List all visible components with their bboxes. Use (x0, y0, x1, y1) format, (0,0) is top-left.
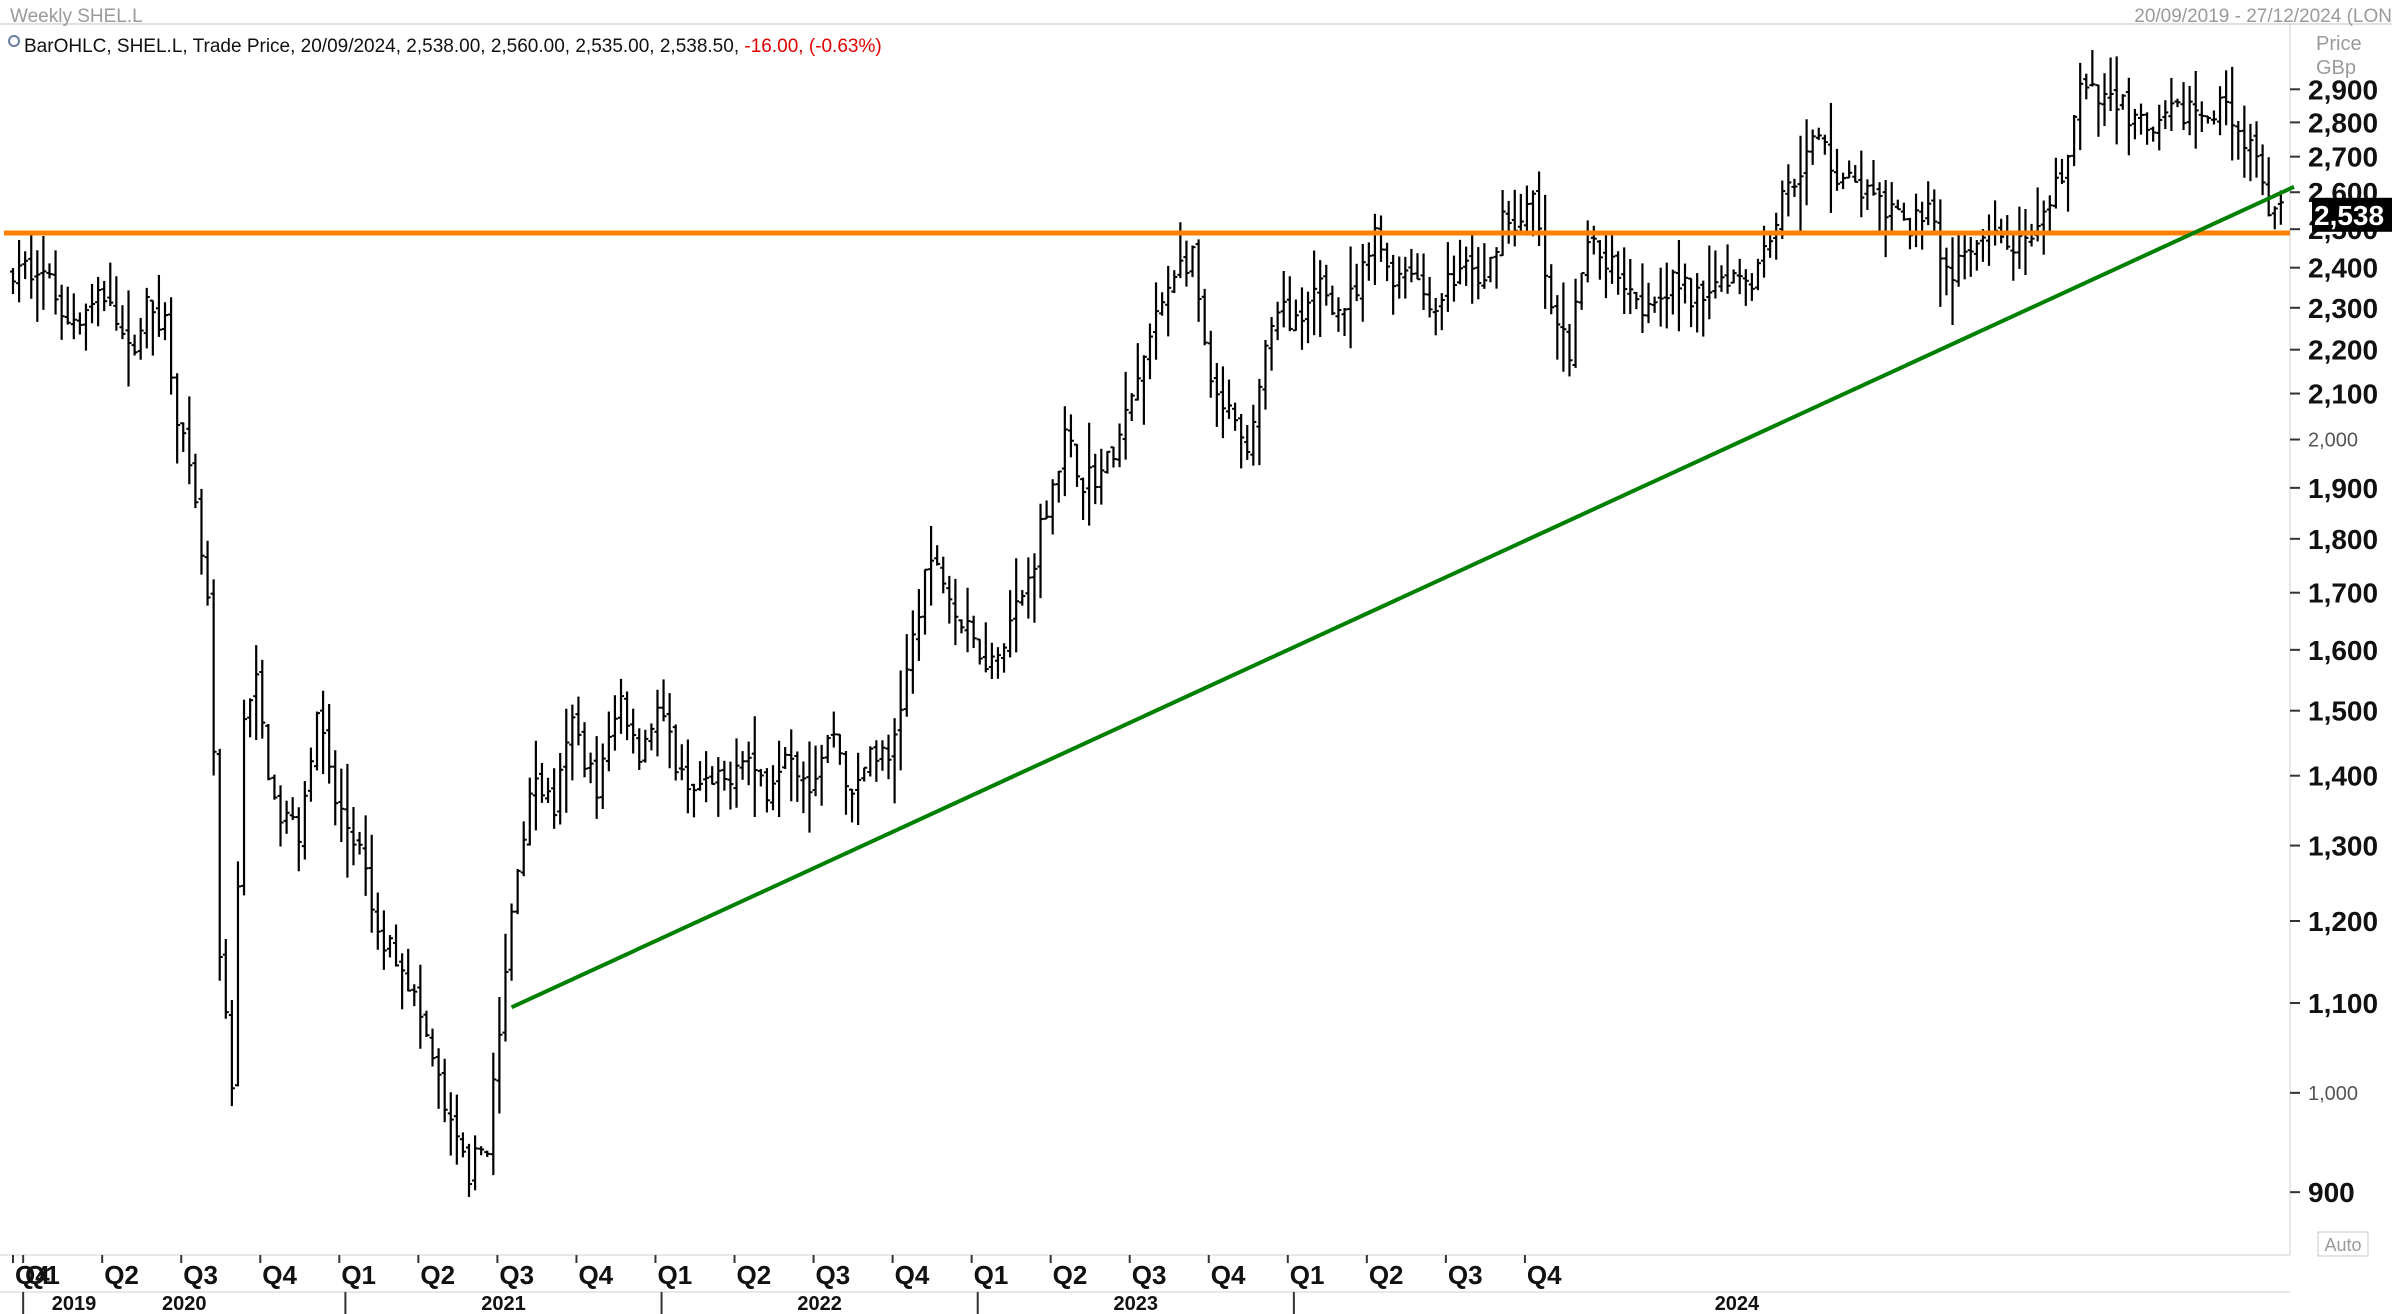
x-quarter-label: Q3 (1448, 1260, 1483, 1290)
y-tick-label: 1,600 (2308, 635, 2378, 666)
x-quarter-label: Q1 (1290, 1260, 1325, 1290)
x-year-label: 2021 (481, 1293, 526, 1314)
auto-button-label: Auto (2324, 1235, 2361, 1255)
y-tick-label: 1,100 (2308, 988, 2378, 1019)
x-year-label: 2019 (52, 1293, 97, 1314)
x-quarter-label: Q1 (657, 1260, 692, 1290)
y-tick-label: 2,400 (2308, 253, 2378, 284)
x-quarter-label: Q3 (183, 1260, 218, 1290)
unit-axis-caption: GBp (2316, 57, 2356, 79)
x-quarter-label: Q4 (262, 1260, 297, 1290)
legend: BarOHLC, SHEL.L, Trade Price, 20/09/2024… (8, 35, 882, 57)
x-quarter-label: Q2 (104, 1260, 139, 1290)
x-quarter-label: Q2 (1369, 1260, 1404, 1290)
legend-marker-icon (8, 35, 20, 47)
x-quarter-label: Q1 (25, 1260, 60, 1290)
x-quarter-label: Q4 (15, 1260, 50, 1290)
y-tick-label: 1,400 (2308, 761, 2378, 792)
x-year-label: 2022 (797, 1293, 842, 1314)
x-quarter-label: Q2 (1053, 1260, 1088, 1290)
x-year-label: 2023 (1114, 1293, 1159, 1314)
legend-series: BarOHLC, SHEL.L, Trade Price, 20/09/2024… (24, 36, 882, 57)
y-tick-label: 900 (2308, 1177, 2355, 1208)
x-quarter-label: Q3 (816, 1260, 851, 1290)
y-tick-label: 2,800 (2308, 107, 2378, 138)
ohlc-bars (10, 50, 2284, 1197)
trend-line (510, 184, 2295, 1010)
last-price-marker: 2,538 (2312, 197, 2392, 232)
y-tick-label: 1,500 (2308, 696, 2378, 727)
x-quarter-label: Q1 (341, 1260, 376, 1290)
y-tick-label: 2,900 (2308, 74, 2378, 105)
chart-title: Weekly SHEL.L (10, 6, 143, 27)
x-quarter-label: Q4 (1527, 1260, 1562, 1290)
y-tick-label: 1,700 (2308, 578, 2378, 609)
x-quarter-label: Q3 (1132, 1260, 1167, 1290)
y-tick-label: 1,300 (2308, 831, 2378, 862)
x-quarter-label: Q4 (1211, 1260, 1246, 1290)
last-price-box (2312, 197, 2392, 232)
x-quarter-label: Q2 (420, 1260, 455, 1290)
legend-series-text: BarOHLC, SHEL.L, Trade Price, 20/09/2024… (24, 36, 739, 57)
y-tick-label: 2,300 (2308, 293, 2378, 324)
x-quarter-label: Q2 (737, 1260, 772, 1290)
x-year-label: 2024 (1715, 1293, 1760, 1314)
y-tick-label: 1,900 (2308, 473, 2378, 504)
date-range: 20/09/2019 - 27/12/2024 (LON (2134, 6, 2392, 27)
x-quarter-label: Q1 (974, 1260, 1009, 1290)
y-axis: 900 1,000 1,100 1,200 1,300 1,400 1,500 1,600 1,… (2290, 74, 2378, 1208)
y-tick-label: 2,200 (2308, 335, 2378, 366)
x-quarter-label: Q3 (499, 1260, 534, 1290)
y-tick-label: 2,700 (2308, 142, 2378, 173)
legend-change: -16.00, (-0.63%) (744, 36, 881, 57)
y-tick-label: 1,800 (2308, 524, 2378, 555)
last-price-label: 2,538 (2314, 200, 2384, 231)
price-axis-caption: Price (2316, 33, 2362, 55)
y-tick-label: 1,000 (2308, 1083, 2358, 1105)
x-year-label: 2020 (162, 1293, 207, 1314)
y-tick-label: 1,200 (2308, 906, 2378, 937)
x-quarter-label: Q4 (895, 1260, 930, 1290)
x-quarter-label: Q4 (578, 1260, 613, 1290)
y-tick-label: 2,100 (2308, 379, 2378, 410)
auto-button[interactable] (2317, 1231, 2369, 1257)
y-tick-label: 2,000 (2308, 430, 2358, 452)
